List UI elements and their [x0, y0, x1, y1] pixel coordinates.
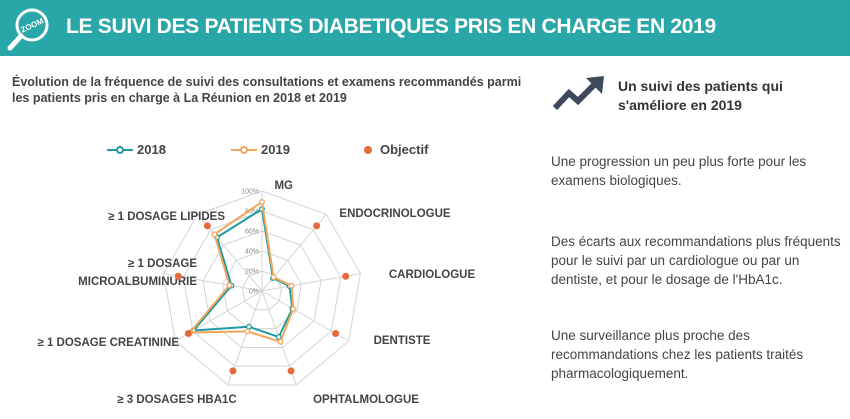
zoom-magnifier-icon: ZOOM [7, 8, 49, 51]
objectif-point [229, 367, 237, 375]
radar-tick-label: 40% [245, 249, 259, 256]
radar-axis-label: DENTISTE [374, 335, 431, 347]
series-point-2019 [277, 338, 284, 345]
radar-axis-label: ≥ 1 DOSAGE [128, 258, 197, 270]
radar-grid-ring [162, 190, 362, 386]
radar-axis-label: ≥ 1 DOSAGE LIPIDES [108, 211, 225, 223]
side-title: Un suivi des patients qui s'améliore en … [618, 78, 783, 113]
legend-swatch-2018 [107, 144, 133, 156]
legend-label-2018: 2018 [137, 142, 166, 157]
objectif-point [332, 330, 340, 337]
radar-grid-ring [182, 210, 342, 367]
objectif-point [174, 272, 182, 280]
side-paragraph-2: Des écarts aux recommandations plus fréq… [551, 234, 841, 287]
radar-axis-label: ≥ 3 DOSAGES HBA1C [117, 394, 236, 406]
series-point-2019 [259, 199, 265, 205]
radar-axis-label: OPHTALMOLOGUE [313, 394, 419, 406]
radar-axis-label: ENDOCRINOLOGUE [339, 208, 451, 220]
objectif-point [313, 222, 321, 230]
series-point-2019 [270, 274, 277, 281]
trending-up-icon [552, 76, 604, 111]
legend-item-2018: 2018 [107, 142, 166, 157]
series-point-2019 [290, 306, 297, 312]
radar-tick-label: 60% [245, 229, 259, 236]
chart-caption: Évolution de la fréquence de suivi des c… [12, 75, 522, 105]
legend-swatch-2019 [231, 144, 257, 156]
objectif-point [203, 222, 211, 230]
series-point-2019 [288, 282, 295, 289]
legend-item-2019: 2019 [231, 142, 290, 157]
radar-grid-ring [202, 230, 322, 348]
legend-swatch-objectif [364, 145, 372, 154]
radar-axis-label: ≥ 1 DOSAGE CREATININE [37, 337, 179, 349]
series-line-2018 [191, 207, 294, 339]
series-point-2019 [211, 231, 218, 238]
radar-axis-label: CARDIOLOGUE [389, 269, 476, 281]
radar-chart: 0% 20% 40% 60% 80% 100% MG ENDOCRINOLOGUE CARDIO… [37, 180, 476, 406]
page-title: LE SUIVI DES PATIENTS DIABETIQUES PRIS E… [66, 15, 716, 38]
series-point-2019 [244, 328, 251, 335]
radar-tick-label: 100% [241, 189, 259, 196]
objectif-point [342, 272, 350, 280]
radar-grid-ring [222, 250, 302, 330]
side-paragraph-3: Une surveillance plus proche des recomma… [551, 328, 804, 381]
radar-axis-label: MG [274, 180, 293, 192]
legend-item-objectif: Objectif [356, 142, 428, 157]
header-banner: ZOOM LE SUIVI DES PATIENTS DIABETIQUES P… [0, 0, 850, 56]
series-point-2019 [226, 282, 233, 289]
series-point-2018 [246, 323, 252, 330]
series-point-2018 [275, 334, 282, 340]
radar-tick-label: 0% [249, 289, 259, 296]
objectif-point [287, 367, 295, 375]
radar-axis-label: MICROALBUMINURIE [78, 276, 197, 288]
series-line-2019 [187, 200, 295, 343]
radar-tick-label: 80% [245, 209, 259, 216]
legend-label-objectif: Objectif [380, 142, 429, 157]
legend-label-2019: 2019 [261, 142, 290, 157]
objectif-point [184, 330, 192, 337]
radar-tick-label: 20% [245, 269, 259, 276]
side-header: Un suivi des patients qui s'améliore en … [552, 72, 842, 122]
side-paragraph-1: Une progression un peu plus forte pour l… [551, 154, 807, 188]
